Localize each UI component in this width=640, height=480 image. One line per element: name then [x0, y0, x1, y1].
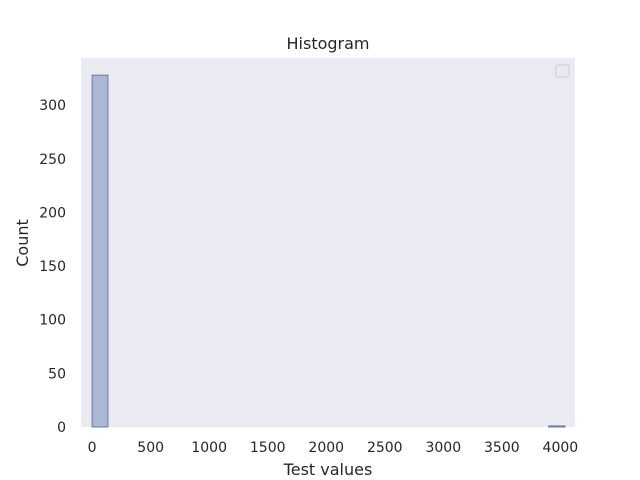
legend-box: [555, 64, 570, 78]
x-tick-label: 3000: [425, 440, 461, 456]
chart-title: Histogram: [287, 34, 370, 53]
x-tick-label: 2500: [367, 440, 403, 456]
y-tick-label: 100: [39, 313, 66, 329]
x-tick-label: 1000: [191, 440, 227, 456]
x-tick-label: 500: [137, 440, 164, 456]
x-tick-label: 3500: [484, 440, 520, 456]
y-tick-label: 150: [39, 259, 66, 275]
x-tick-label: 0: [88, 440, 97, 456]
y-axis-label: Count: [13, 219, 32, 267]
y-tick-label: 250: [39, 152, 66, 168]
plot-area: [81, 58, 575, 427]
x-tick-label: 4000: [543, 440, 579, 456]
y-tick-label: 300: [39, 98, 66, 114]
x-tick-label: 2000: [308, 440, 344, 456]
x-tick-label: 1500: [250, 440, 286, 456]
x-axis-label: Test values: [283, 460, 373, 479]
histogram-bar-0: [91, 74, 109, 428]
bars-group: [91, 74, 566, 428]
y-tick-label: 50: [48, 366, 66, 382]
histogram-bar-1: [548, 425, 566, 428]
y-axis-ticks: 0 50 100 150 200 250 300: [39, 98, 66, 436]
x-axis-ticks: 0 500 1000 1500 2000 2500 3000 3500 4000: [88, 440, 579, 456]
y-tick-label: 200: [39, 205, 66, 221]
y-tick-label: 0: [57, 420, 66, 436]
